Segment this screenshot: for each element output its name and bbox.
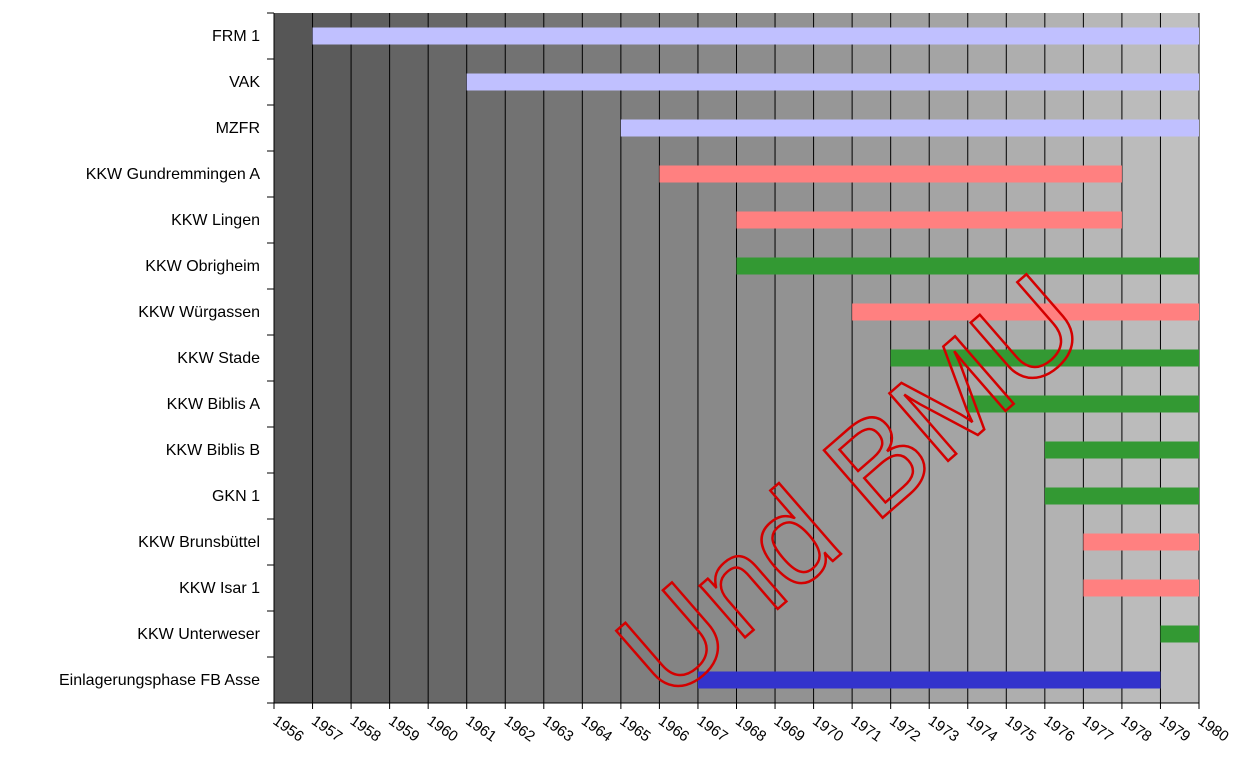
year-tick-label: 1980 bbox=[1195, 712, 1232, 745]
year-tick-label: 1967 bbox=[694, 712, 731, 745]
category-label: KKW Lingen bbox=[171, 212, 260, 229]
background-cell bbox=[543, 13, 583, 703]
year-tick-labels: 1956 1957 1958 1959 1960 1961 1962 1963 1964 1965… bbox=[270, 712, 1232, 745]
background-cell bbox=[428, 13, 468, 703]
year-tick-label: 1973 bbox=[925, 712, 962, 745]
year-tick-label: 1959 bbox=[385, 712, 422, 745]
year-tick-label: 1961 bbox=[462, 712, 499, 745]
category-label: KKW Stade bbox=[177, 350, 260, 367]
category-label: VAK bbox=[229, 74, 260, 91]
category-label: KKW Brunsbüttel bbox=[138, 534, 260, 551]
bar-einlagerungsphase-fb-asse bbox=[697, 671, 1161, 689]
year-tick-label: 1962 bbox=[501, 712, 538, 745]
background-cell bbox=[505, 13, 545, 703]
year-tick-label: 1965 bbox=[617, 712, 654, 745]
category-label: MZFR bbox=[216, 120, 260, 137]
bar-kkw-stade bbox=[890, 349, 1199, 367]
year-tick-label: 1960 bbox=[424, 712, 461, 745]
bar-kkw-gundremmingen-a bbox=[659, 165, 1122, 183]
background-cell bbox=[312, 13, 352, 703]
category-label: Einlagerungsphase FB Asse bbox=[59, 672, 260, 689]
bar-kkw-isar-1 bbox=[1083, 579, 1199, 597]
bar-vak bbox=[466, 73, 1199, 91]
category-label: FRM 1 bbox=[212, 28, 260, 45]
category-label: KKW Isar 1 bbox=[179, 580, 260, 597]
category-label: KKW Würgassen bbox=[138, 304, 260, 321]
category-label: KKW Unterweser bbox=[137, 626, 260, 643]
year-tick-label: 1972 bbox=[886, 712, 923, 745]
year-tick-label: 1968 bbox=[732, 712, 769, 745]
category-label: GKN 1 bbox=[212, 488, 260, 505]
year-tick-label: 1963 bbox=[539, 712, 576, 745]
category-label: KKW Obrigheim bbox=[145, 258, 260, 275]
year-tick-label: 1976 bbox=[1041, 712, 1078, 745]
year-tick-label: 1969 bbox=[771, 712, 808, 745]
bar-gkn-1 bbox=[1044, 487, 1199, 505]
bar-kkw-brunsb-ttel bbox=[1083, 533, 1199, 551]
bar-kkw-biblis-a bbox=[967, 395, 1199, 413]
year-tick-label: 1974 bbox=[963, 712, 1000, 745]
bar-kkw-w-rgassen bbox=[852, 303, 1199, 321]
bar-kkw-biblis-b bbox=[1044, 441, 1199, 459]
bar-kkw-obrigheim bbox=[736, 257, 1199, 275]
background-cell bbox=[389, 13, 429, 703]
bar-kkw-lingen bbox=[736, 211, 1122, 229]
year-tick-label: 1970 bbox=[809, 712, 846, 745]
bar-kkw-unterweser bbox=[1160, 625, 1199, 643]
background-cell bbox=[274, 13, 314, 703]
background-cell bbox=[582, 13, 622, 703]
year-tick-label: 1971 bbox=[848, 712, 885, 745]
bar-mzfr bbox=[620, 119, 1199, 137]
category-label: KKW Biblis B bbox=[166, 442, 260, 459]
year-tick-label: 1977 bbox=[1079, 712, 1116, 745]
year-tick-label: 1957 bbox=[308, 712, 345, 745]
year-tick-label: 1978 bbox=[1118, 712, 1155, 745]
category-labels: FRM 1 VAK MZFR KKW Gundremmingen A KKW Linge… bbox=[59, 28, 261, 689]
bar-frm-1 bbox=[312, 27, 1200, 45]
year-tick-label: 1958 bbox=[347, 712, 384, 745]
background-cell bbox=[351, 13, 391, 703]
year-tick-label: 1975 bbox=[1002, 712, 1039, 745]
category-label: KKW Gundremmingen A bbox=[86, 166, 261, 183]
year-tick-label: 1956 bbox=[270, 712, 307, 745]
category-label: KKW Biblis A bbox=[167, 396, 261, 413]
axes bbox=[267, 12, 1200, 709]
background-cell bbox=[466, 13, 506, 703]
year-tick-label: 1964 bbox=[578, 712, 615, 745]
year-tick-label: 1979 bbox=[1156, 712, 1193, 745]
timeline-bars bbox=[312, 27, 1200, 689]
